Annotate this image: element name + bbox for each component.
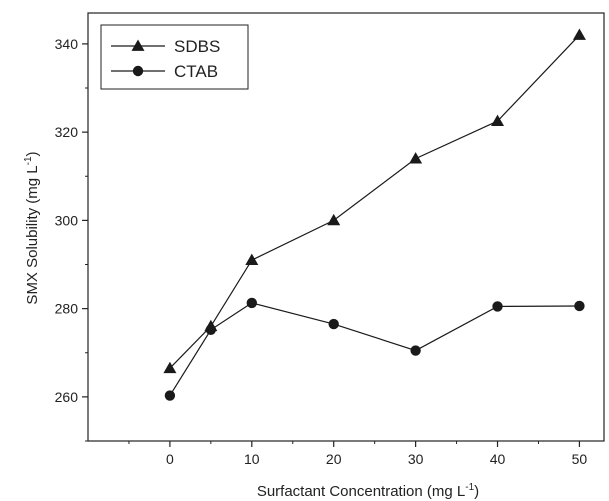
y-tick-label: 300 <box>55 212 79 228</box>
y-tick-label: 340 <box>55 36 79 52</box>
y-tick-label: 260 <box>55 389 79 405</box>
x-tick-label: 10 <box>244 451 260 467</box>
x-tick-label: 0 <box>166 451 174 467</box>
x-axis-title-close: ) <box>474 483 479 500</box>
data-point-sdbs <box>163 361 177 374</box>
x-axis-title: Surfactant Concentration (mg L-1) <box>257 482 479 500</box>
data-point-sdbs <box>572 28 586 40</box>
y-tick-label: 280 <box>55 301 79 317</box>
legend-marker-sdbs <box>131 39 145 51</box>
y-axis: 260 280 300 320 340 <box>55 36 88 442</box>
x-tick-label: 30 <box>408 451 424 467</box>
legend-entries: SDBS CTAB <box>111 37 220 81</box>
x-axis: 0 10 20 30 40 50 <box>128 441 588 467</box>
data-point-ctab <box>410 345 421 356</box>
x-tick-label: 20 <box>326 451 342 467</box>
legend: SDBS CTAB <box>100 24 249 90</box>
data-point-ctab <box>492 301 503 312</box>
x-tick-label: 50 <box>572 451 588 467</box>
series-layer <box>163 28 586 401</box>
data-point-ctab <box>164 390 176 401</box>
data-point-sdbs <box>409 152 423 164</box>
data-point-ctab <box>205 324 217 336</box>
y-axis-title-superscript: -1 <box>23 156 34 165</box>
legend-label-ctab: CTAB <box>174 62 218 81</box>
data-point-ctab <box>246 297 258 309</box>
data-point-ctab <box>574 300 585 312</box>
x-axis-title-superscript: -1 <box>465 482 474 493</box>
data-point-sdbs <box>245 253 259 265</box>
legend-marker-ctab <box>132 65 144 77</box>
legend-label-sdbs: SDBS <box>174 37 220 56</box>
plot-frame <box>87 12 605 442</box>
y-tick-label: 320 <box>55 124 79 140</box>
y-axis-title-text: SMX Solubility (mg L <box>24 165 41 304</box>
x-tick-label: 40 <box>490 451 506 467</box>
data-point-sdbs <box>491 114 505 126</box>
data-point-sdbs <box>327 213 341 226</box>
series-line-ctab <box>169 302 580 396</box>
y-axis-title: SMX Solubility (mg L-1) <box>23 151 41 304</box>
legend-box <box>100 24 249 90</box>
data-point-ctab <box>328 318 339 330</box>
x-axis-title-text: Surfactant Concentration (mg L <box>257 483 465 500</box>
y-axis-title-close: ) <box>24 151 41 156</box>
